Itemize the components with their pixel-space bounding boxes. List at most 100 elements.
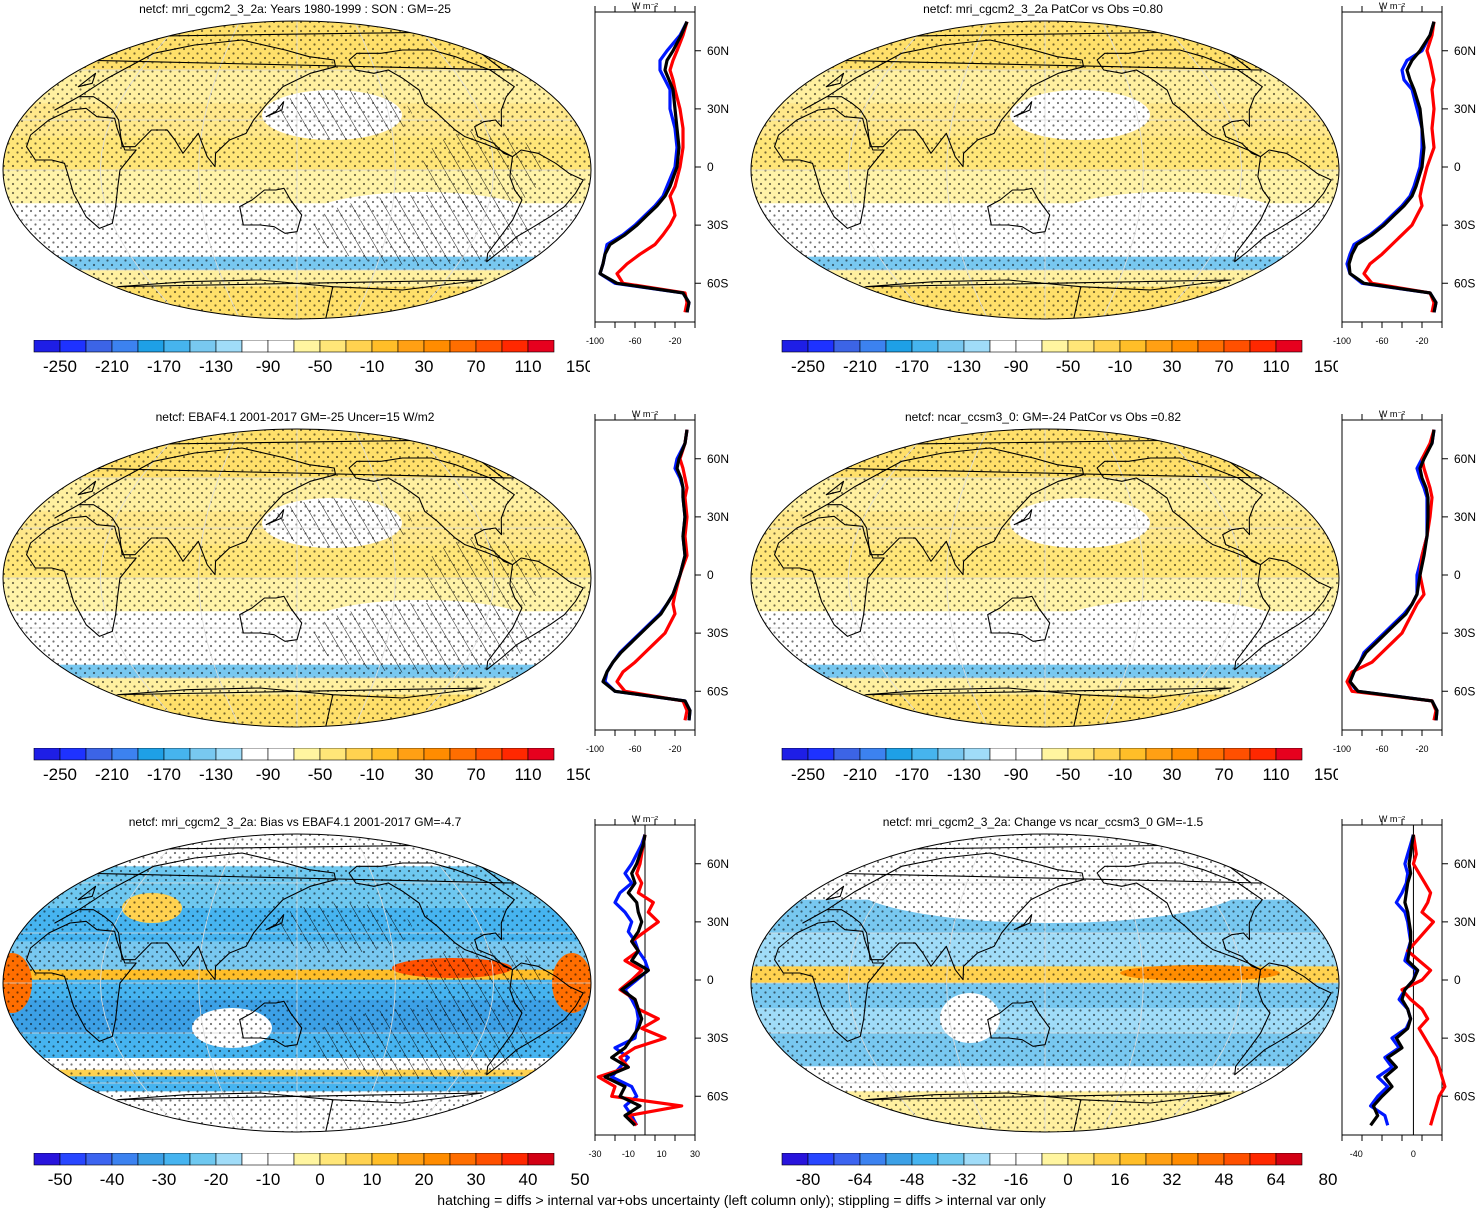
coastline-namerica [348, 862, 515, 971]
coastline-japan [1013, 914, 1033, 931]
coastline-samerica [486, 962, 584, 1076]
colorbar-label: -48 [900, 1170, 925, 1189]
profile-series-line [1369, 834, 1420, 1127]
coastline-samerica [486, 557, 584, 671]
coastline-samerica [1234, 557, 1332, 671]
colorbar-label: -20 [204, 1170, 229, 1189]
colorbar-swatch [397, 748, 425, 761]
colorbar-swatch [937, 340, 965, 353]
latitude-label: 30N [1454, 915, 1476, 929]
coastline-japan [265, 101, 285, 118]
coastline-asia [54, 447, 337, 576]
colorbar: -250 -210 -170 -130 -90 -50 -10 30 70 110 150 [781, 748, 1338, 784]
latitude-label: 60S [1454, 684, 1475, 698]
map-panel: netcf: mri_cgcm2_3_2a: Bias vs EBAF4.1 2… [0, 813, 745, 1213]
coastline-japan [1013, 101, 1033, 118]
colorbar-swatch [1223, 1153, 1251, 1166]
colorbar-label: 110 [514, 357, 541, 376]
profile-units-label: W m⁻² [632, 1, 658, 11]
panel-title: netcf: mri_cgcm2_3_2a: Change vs ncar_cc… [882, 815, 1204, 829]
colorbar-swatch [885, 1153, 913, 1166]
colorbar-label: -210 [95, 357, 129, 376]
colorbar-label: -130 [199, 765, 233, 784]
colorbar-label: -50 [308, 357, 333, 376]
colorbar-swatch [807, 340, 835, 353]
colorbar-label: -30 [152, 1170, 177, 1189]
colorbar-swatch [1119, 1153, 1147, 1166]
panel-title: netcf: ncar_ccsm3_0: GM=-24 PatCor vs Ob… [904, 410, 1182, 424]
coastline-australia [987, 187, 1051, 234]
colorbar-swatch [293, 340, 321, 353]
colorbar: -50 -40 -30 -20 -10 0 10 20 30 40 50 [33, 1153, 589, 1189]
latitude-label: 30S [707, 218, 728, 232]
colorbar-swatch [501, 1153, 529, 1166]
latitude-label: 30S [1454, 218, 1475, 232]
colorbar-label: 150 [1314, 357, 1338, 376]
profile-x-label: -100 [1333, 336, 1351, 346]
latitude-label: 30N [707, 915, 729, 929]
colorbar-swatch [241, 748, 269, 761]
colorbar-label: 40 [519, 1170, 538, 1189]
coastline-africa [773, 920, 885, 1042]
colorbar-swatch [111, 748, 139, 761]
profile-x-label: -20 [1415, 336, 1428, 346]
coastline-antarctica [865, 1092, 1232, 1132]
colorbar-swatch [423, 1153, 451, 1166]
colorbar-swatch [1041, 1153, 1069, 1166]
colorbar-label: -10 [1108, 765, 1133, 784]
profile-units-label: W m⁻² [1379, 814, 1405, 824]
zonal-mean-profile: W m⁻² 60N 30N 0 30S 60S -100 -60 -20 [1333, 409, 1476, 754]
latitude-label: 30S [707, 1031, 728, 1045]
colorbar-swatch [449, 748, 477, 761]
world-map [2, 833, 592, 1133]
profile-x-label: -20 [1415, 744, 1428, 754]
colorbar-swatch [1145, 340, 1173, 353]
colorbar: -80 -64 -48 -32 -16 0 16 32 48 64 80 [781, 1153, 1337, 1189]
colorbar-swatch [293, 1153, 321, 1166]
latitude-label: 60S [707, 1089, 728, 1103]
map-panel: netcf: EBAF4.1 2001-2017 GM=-25 Uncer=15… [0, 408, 745, 808]
colorbar-label: -250 [791, 357, 825, 376]
colorbar-swatch [111, 340, 139, 353]
latitude-label: 30S [707, 626, 728, 640]
world-map [750, 20, 1340, 320]
colorbar-swatch [989, 1153, 1017, 1166]
panel-title: netcf: EBAF4.1 2001-2017 GM=-25 Uncer=15… [155, 410, 435, 424]
colorbar-swatch [963, 340, 991, 353]
coastline-europe_isl [825, 480, 845, 496]
colorbar-label: -130 [947, 765, 981, 784]
world-map [2, 428, 592, 728]
colorbar-label: -10 [360, 357, 385, 376]
coastline-australia [239, 1000, 303, 1047]
coastline-asia [54, 39, 337, 168]
colorbar-label: 30 [415, 765, 434, 784]
colorbar-swatch [833, 1153, 861, 1166]
profile-x-label: 0 [1411, 1149, 1416, 1159]
colorbar-label: -10 [256, 1170, 281, 1189]
colorbar-label: -170 [895, 765, 929, 784]
zonal-mean-profile: W m⁻² 60N 30N 0 30S 60S -100 -60 -20 [1333, 1, 1476, 346]
map-panel: netcf: mri_cgcm2_3_2a: Change vs ncar_cc… [748, 813, 1483, 1213]
colorbar-label: 110 [1262, 765, 1289, 784]
colorbar-swatch [371, 1153, 399, 1166]
latitude-label: 30N [1454, 102, 1476, 116]
panel-title: netcf: mri_cgcm2_3_2a: Years 1980-1999 :… [139, 2, 451, 16]
coastline-samerica [1234, 149, 1332, 263]
profile-units-label: W m⁻² [632, 814, 658, 824]
colorbar-label: 150 [566, 765, 590, 784]
colorbar-label: -90 [256, 765, 281, 784]
colorbar-swatch [807, 1153, 835, 1166]
coastline-africa [773, 107, 885, 229]
colorbar-label: -50 [308, 765, 333, 784]
coastline-samerica [1234, 962, 1332, 1076]
colorbar-swatch [859, 1153, 887, 1166]
latitude-label: 60N [1454, 857, 1476, 871]
colorbar-swatch [1171, 748, 1199, 761]
colorbar-swatch [807, 748, 835, 761]
colorbar-swatch [423, 748, 451, 761]
colorbar-swatch [963, 1153, 991, 1166]
colorbar-swatch [1067, 748, 1095, 761]
profile-x-label: 30 [690, 1149, 700, 1159]
colorbar-label: 30 [1163, 357, 1182, 376]
colorbar-swatch [475, 748, 503, 761]
